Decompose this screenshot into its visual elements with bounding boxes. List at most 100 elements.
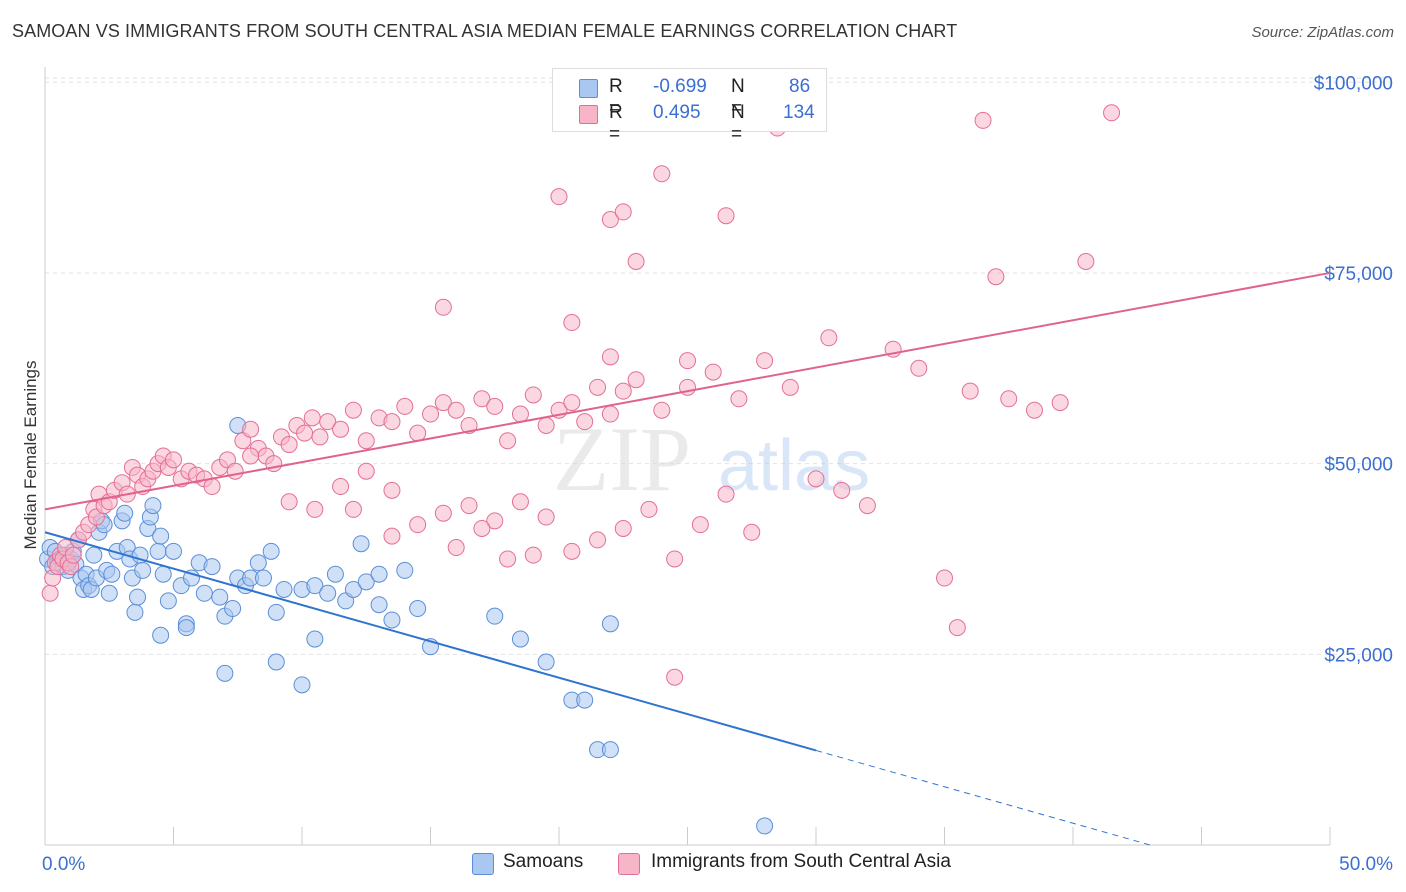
samoans-trend-line [44,531,817,752]
samoans-point [159,592,177,610]
samoans-point [216,664,234,682]
immigrants-point [447,401,465,419]
samoans-point [195,584,213,602]
immigrants-point [357,432,375,450]
samoans-point [85,546,103,564]
immigrants-point [936,569,953,587]
immigrants-point [344,401,362,419]
samoans-point [177,619,195,637]
immigrants-point [357,462,375,480]
samoans-point [203,558,221,576]
immigrants-point [704,363,722,381]
x-tick-label-max: 50.0% [1339,854,1393,875]
immigrants-point [511,493,529,511]
y-tick-label: $50,000 [1324,455,1393,476]
immigrants-point [203,478,221,496]
samoans-point [126,603,144,621]
immigrants-point [717,485,735,503]
immigrants-point [460,497,478,515]
immigrants-point [41,584,59,602]
immigrants-point [226,462,244,480]
immigrants-point [666,668,684,686]
immigrants-point [563,314,581,332]
samoans-point [129,588,147,606]
axes [44,67,1331,846]
correlation-legend: R = -0.699 N = 86 R = 0.495 N = 134 [552,68,827,145]
immigrants-point [306,500,324,518]
immigrants-point [319,413,337,431]
legend-label-immigrants: Immigrants from South Central Asia [651,851,951,872]
immigrants-point [1103,104,1121,122]
legend-swatch-immigrants [579,105,598,124]
samoans-point [370,596,388,614]
legend-r-label: R = [609,102,623,145]
immigrants-point [820,329,838,347]
immigrants-point [332,478,350,496]
immigrants-point [589,531,607,549]
immigrants-point [383,413,401,431]
immigrants-point [756,352,774,370]
samoans-point [154,565,172,583]
immigrants-point [948,619,966,637]
immigrants-point [434,298,452,316]
y-tick-label: $25,000 [1324,645,1393,666]
immigrants-point [537,508,555,526]
samoans-point [756,817,774,835]
samoans-point [116,504,134,522]
samoans-point [103,565,121,583]
samoans-point [511,630,529,648]
samoans-point [249,554,267,572]
immigrants-point [280,436,298,454]
immigrants-point [280,493,298,511]
immigrants-point [781,378,799,396]
legend-swatch-samoans [472,853,494,875]
legend-swatch-immigrants [618,853,640,875]
samoans-point [319,584,337,602]
immigrants-point [614,382,632,400]
legend-n-label: N = [731,102,745,145]
samoans-point [601,615,619,633]
samoans-point [396,561,414,579]
immigrants-point [833,481,851,499]
legend-r-label: R = [609,76,623,119]
source-label: Source: ZipAtlas.com [1251,24,1394,41]
immigrants-point [511,405,529,423]
immigrants-point [807,470,825,488]
immigrants-point [332,420,350,438]
immigrants-point [524,546,542,564]
y-tick-label: $100,000 [1314,73,1393,94]
immigrants-point [614,519,632,537]
samoans-point [409,600,427,618]
legend-n-value: 134 [783,102,815,123]
immigrants-point [910,359,928,377]
samoans-point [601,741,619,759]
immigrants-point [987,268,1005,286]
samoans-point [383,611,401,629]
samoans-point [254,569,272,587]
immigrants-point [614,203,632,221]
samoans-point [306,577,324,595]
legend-r-value: -0.699 [653,76,707,97]
immigrants-point [409,424,427,442]
immigrants-point [447,539,465,557]
immigrants-point [383,481,401,499]
immigrants-point [589,378,607,396]
samoans-point [165,542,182,560]
immigrants-point [1000,390,1018,408]
immigrants-point [1025,401,1043,419]
watermark-zip: ZIP [553,408,691,510]
immigrants-point [1077,253,1095,270]
immigrants-point [653,165,671,183]
immigrants-point [64,546,82,564]
immigrants-trend-line [44,271,1331,511]
immigrants-point [563,394,581,412]
samoans-point [267,603,285,621]
immigrants-point [717,207,735,225]
samoans-point [357,573,375,591]
immigrants-point [974,111,992,129]
immigrants-point [627,253,645,270]
immigrants-point [524,386,542,404]
legend-n-value: 86 [789,76,811,97]
samoans-point [144,497,162,515]
